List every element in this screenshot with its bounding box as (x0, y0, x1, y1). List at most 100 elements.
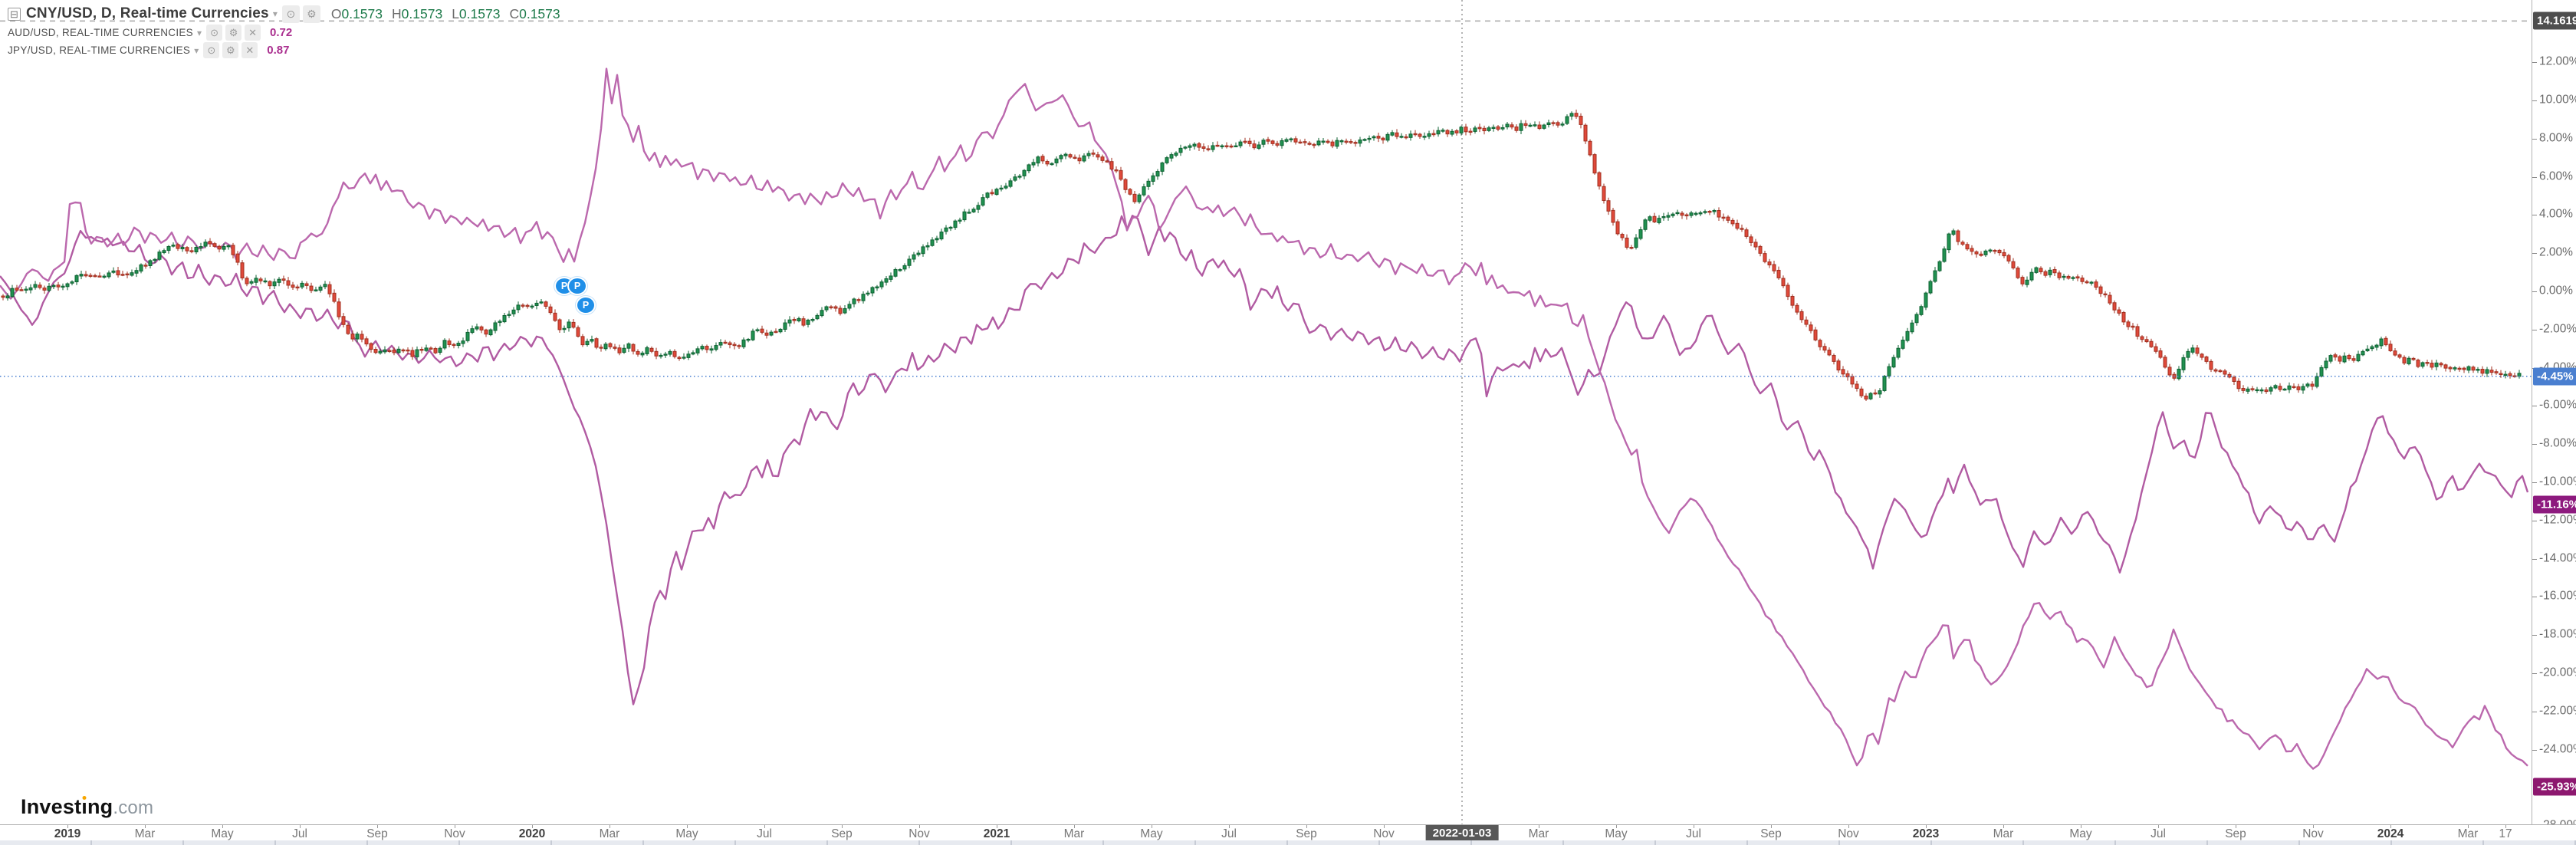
legend-row-main: ⊟ CNY/USD, D, Real-time Currencies ▾ ⊙ ⚙… (8, 4, 570, 24)
chevron-down-icon[interactable]: ▾ (196, 27, 202, 38)
time-tick (1616, 825, 1617, 828)
time-tick (1306, 825, 1307, 828)
time-label: Sep (1760, 827, 1782, 840)
chevron-down-icon[interactable]: ▾ (194, 44, 199, 56)
time-label: Mar (134, 827, 156, 840)
time-tick (2313, 825, 2314, 828)
time-label: May (2069, 827, 2092, 840)
time-tick (1229, 825, 1230, 828)
time-tick (2081, 825, 2082, 828)
gear-icon[interactable]: ⚙ (222, 42, 239, 58)
investing-logo: Investı ng.com (21, 795, 154, 818)
event-marker-p[interactable]: P (576, 296, 596, 314)
logo-orange-dot-icon (82, 796, 87, 800)
time-tick (532, 825, 533, 828)
time-tick (300, 825, 301, 828)
time-label: Nov (2302, 827, 2324, 840)
time-tick (1074, 825, 1075, 828)
time-tick (764, 825, 765, 828)
time-tick (2158, 825, 2159, 828)
open-label: O (330, 5, 342, 21)
time-label: Nov (909, 827, 930, 840)
collapse-legend-icon[interactable]: ⊟ (8, 7, 21, 21)
close-value: 0.1573 (519, 5, 560, 21)
time-label: Sep (2225, 827, 2246, 840)
time-label: Nov (1373, 827, 1395, 840)
legend-row-aud: AUD/USD, REAL-TIME CURRENCIES ▾ ⊙ ⚙ ✕ 0.… (8, 24, 570, 41)
visibility-toggle-icon[interactable]: ⊙ (206, 25, 223, 41)
time-label: 2020 (518, 827, 546, 840)
time-label: Jul (2150, 827, 2166, 840)
time-label: 2021 (983, 827, 1010, 840)
time-label: May (1140, 827, 1163, 840)
visibility-toggle-icon[interactable]: ⊙ (203, 42, 220, 58)
time-tick (145, 825, 146, 828)
compare-value-jpy: 0.87 (267, 44, 290, 57)
high-label: H (392, 5, 402, 21)
time-tick (377, 825, 378, 828)
compare-symbol-jpy[interactable]: JPY/USD, REAL-TIME CURRENCIES (8, 44, 191, 56)
time-label: Sep (1296, 827, 1317, 840)
time-tick (1771, 825, 1772, 828)
legend-row-jpy: JPY/USD, REAL-TIME CURRENCIES ▾ ⊙ ⚙ ✕ 0.… (8, 41, 570, 59)
time-label: Mar (599, 827, 620, 840)
time-axis[interactable]: 2019 Mar May Jul Sep Nov 2020 Mar May Jul Sep Nov 20… (0, 824, 2576, 842)
time-label: Sep (366, 827, 388, 840)
close-label: C (509, 5, 520, 21)
time-label: Sep (831, 827, 853, 840)
price-badge: -25.93% (2533, 778, 2576, 796)
price-badge: -11.16% (2533, 495, 2576, 514)
high-value: 0.1573 (401, 5, 443, 21)
time-tick (1384, 825, 1385, 828)
time-label: Mar (1528, 827, 1549, 840)
ohlc-values: O0.1573 H0.1573 L0.1573 C0.1573 (331, 6, 570, 22)
gear-icon[interactable]: ⚙ (225, 25, 242, 41)
low-label: L (452, 5, 459, 21)
time-label: May (211, 827, 234, 840)
time-tick (67, 825, 68, 828)
time-tick (2390, 825, 2391, 828)
price-badge: -4.45% (2533, 367, 2576, 386)
price-axis[interactable]: 12.00% 10.00% 8.00% 6.00% 4.00% 2.00% 0.00% -2.… (2532, 0, 2576, 832)
visibility-toggle-icon[interactable]: ⊙ (281, 5, 300, 23)
timeline-scrollbar[interactable] (0, 840, 2576, 845)
time-label: Jul (757, 827, 772, 840)
time-label: Jul (292, 827, 307, 840)
compare-value-aud: 0.72 (270, 26, 293, 39)
crosshair-date-badge: 2022-01-03 (1425, 825, 1499, 842)
time-label: Jul (1221, 827, 1237, 840)
time-tick (687, 825, 688, 828)
time-tick (2468, 825, 2469, 828)
low-value: 0.1573 (458, 5, 501, 21)
time-label: 2023 (1912, 827, 1940, 840)
time-label: May (675, 827, 698, 840)
time-tick (1848, 825, 1849, 828)
main-symbol-title[interactable]: CNY/USD, D, Real-time Currencies (26, 5, 269, 21)
time-label: 2024 (2377, 827, 2404, 840)
time-tick (222, 825, 223, 828)
time-tick (919, 825, 920, 828)
gear-icon[interactable]: ⚙ (302, 5, 320, 23)
time-label: Mar (2457, 827, 2479, 840)
time-tick (842, 825, 843, 828)
event-marker-p[interactable]: P (567, 277, 587, 295)
time-tick (2505, 825, 2506, 828)
chevron-down-icon[interactable]: ▾ (272, 8, 278, 19)
time-label: Mar (1993, 827, 2014, 840)
legend-panel: ⊟ CNY/USD, D, Real-time Currencies ▾ ⊙ ⚙… (8, 4, 570, 59)
time-label: Nov (1838, 827, 1859, 840)
compare-symbol-aud[interactable]: AUD/USD, REAL-TIME CURRENCIES (8, 27, 193, 38)
close-icon[interactable]: ✕ (242, 42, 258, 58)
time-label: 2019 (54, 827, 81, 840)
time-tick (2003, 825, 2004, 828)
time-label: Jul (1686, 827, 1701, 840)
close-icon[interactable]: ✕ (245, 25, 261, 41)
time-label: May (1605, 827, 1628, 840)
time-tick (1926, 825, 1927, 828)
price-badge: 14.1619 (2533, 12, 2576, 30)
time-label: Nov (444, 827, 465, 840)
open-value: 0.1573 (341, 5, 383, 21)
time-label: Mar (1063, 827, 1085, 840)
